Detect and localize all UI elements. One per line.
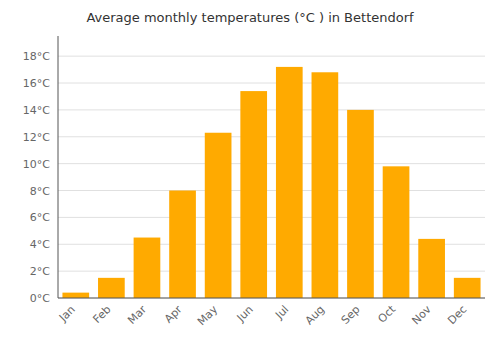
bars	[62, 67, 480, 298]
y-tick-label: 10°C	[23, 158, 50, 171]
y-tick-label: 2°C	[30, 265, 50, 278]
x-tick-label: Apr	[162, 303, 185, 326]
y-tick-label: 14°C	[23, 104, 50, 117]
x-tick-label: Jan	[56, 303, 78, 325]
y-tick-label: 12°C	[23, 131, 50, 144]
bar	[62, 293, 89, 298]
x-tick-label: Feb	[91, 303, 114, 326]
bar	[383, 166, 410, 298]
y-tick-label: 6°C	[30, 211, 50, 224]
x-tick-label: Oct	[376, 302, 399, 325]
grid-line	[58, 298, 485, 299]
x-tick-label: Nov	[409, 303, 434, 328]
bar	[312, 72, 339, 298]
chart-svg: Average monthly temperatures (°C ) in Be…	[0, 0, 500, 350]
grid-line	[58, 109, 485, 110]
bar	[347, 110, 374, 298]
y-tick-label: 4°C	[30, 238, 50, 251]
bar	[98, 278, 125, 298]
grid	[58, 56, 485, 298]
x-axis: Jan Feb Mar Apr May Jun Jul Aug Sep Oct Nov Dec	[56, 302, 469, 328]
y-axis-line	[58, 36, 59, 298]
bar	[169, 191, 196, 298]
bar	[240, 91, 267, 298]
y-tick-label: 16°C	[23, 77, 50, 90]
grid-line	[58, 56, 485, 57]
y-tick-label: 0°C	[30, 292, 50, 305]
x-tick-label: Jul	[272, 303, 291, 322]
grid-line	[58, 136, 485, 137]
x-tick-label: Aug	[303, 303, 327, 327]
chart-container: Average monthly temperatures (°C ) in Be…	[0, 0, 500, 350]
grid-line	[58, 217, 485, 218]
x-tick-label: May	[195, 303, 221, 329]
bar	[454, 278, 481, 298]
y-tick-label: 8°C	[30, 185, 50, 198]
x-tick-label: Sep	[339, 303, 363, 327]
y-tick-label: 18°C	[23, 50, 50, 63]
bar	[134, 238, 161, 298]
x-tick-label: Jun	[234, 303, 256, 325]
grid-line	[58, 190, 485, 191]
bar	[205, 133, 232, 298]
x-axis-line	[58, 298, 485, 299]
grid-line	[58, 83, 485, 84]
grid-line	[58, 163, 485, 164]
bar	[418, 239, 445, 298]
chart-title: Average monthly temperatures (°C ) in Be…	[86, 10, 414, 25]
bar	[276, 67, 303, 298]
x-tick-label: Dec	[445, 303, 469, 327]
x-tick-label: Mar	[125, 303, 149, 327]
y-axis: 0°C 2°C 4°C 6°C 8°C 10°C 12°C 14°C 16°C 18°C	[23, 50, 50, 305]
